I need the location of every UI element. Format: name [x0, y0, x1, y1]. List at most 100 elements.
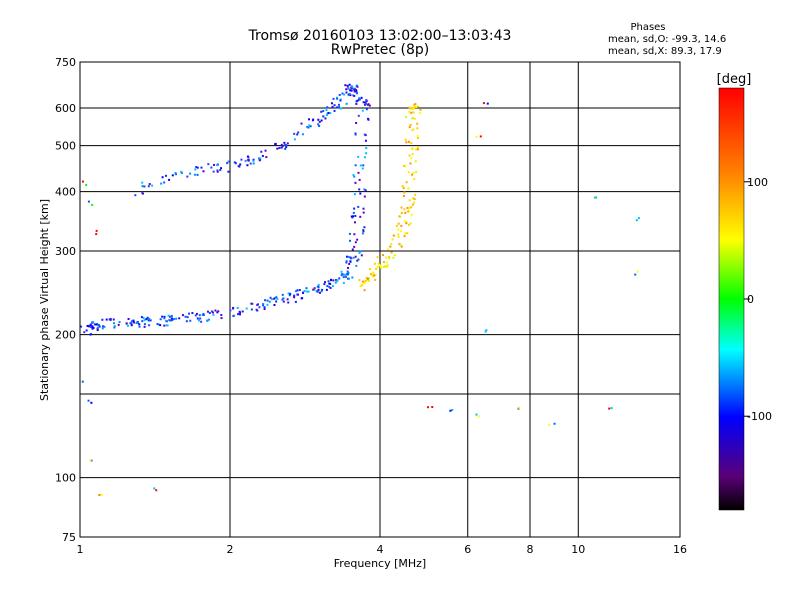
- data-point: [358, 188, 361, 191]
- data-point: [307, 126, 310, 129]
- data-point: [296, 293, 299, 296]
- data-point: [345, 261, 348, 264]
- data-point: [142, 316, 145, 319]
- data-point: [339, 99, 342, 102]
- data-point: [333, 109, 336, 112]
- data-point: [347, 255, 350, 258]
- data-point: [211, 311, 214, 314]
- data-point: [280, 146, 283, 149]
- data-point: [264, 149, 267, 152]
- data-point: [89, 325, 92, 328]
- data-point: [141, 320, 144, 323]
- data-point: [349, 260, 352, 263]
- data-point: [414, 103, 417, 106]
- data-point: [364, 189, 367, 192]
- data-point: [333, 104, 336, 107]
- data-point: [258, 306, 261, 309]
- data-point: [376, 256, 379, 259]
- data-point: [326, 106, 329, 109]
- data-point: [398, 215, 401, 218]
- data-point: [96, 327, 99, 330]
- data-point: [296, 133, 299, 136]
- data-point: [402, 195, 405, 198]
- data-point: [361, 284, 364, 287]
- data-point: [250, 308, 253, 311]
- data-point: [163, 317, 166, 320]
- data-point: [358, 178, 361, 181]
- data-point: [419, 108, 422, 111]
- data-point: [418, 112, 421, 115]
- data-point: [451, 408, 454, 411]
- data-point: [269, 296, 272, 299]
- data-point: [408, 206, 411, 209]
- data-point: [486, 102, 489, 105]
- data-point: [189, 319, 192, 322]
- data-point: [595, 196, 598, 199]
- data-point: [353, 175, 356, 178]
- data-point: [410, 213, 413, 216]
- data-point: [403, 164, 406, 167]
- y-axis-ticks: 75 100 200 300 400 500 600 750: [55, 56, 76, 544]
- data-point: [294, 290, 297, 293]
- data-point: [345, 88, 348, 91]
- data-point: [214, 309, 217, 312]
- data-point: [405, 181, 408, 184]
- data-point: [329, 112, 332, 115]
- data-point: [332, 279, 335, 282]
- data-point: [97, 324, 100, 327]
- x-axis-ticks: 1 2 4 6 8 10 16: [77, 543, 688, 556]
- data-point: [239, 311, 242, 314]
- data-point: [356, 259, 359, 262]
- data-point: [325, 288, 328, 291]
- data-point: [412, 172, 415, 175]
- data-point: [345, 260, 348, 263]
- data-point: [252, 162, 255, 165]
- data-point: [354, 133, 357, 136]
- data-point: [329, 287, 332, 290]
- data-point: [350, 89, 353, 92]
- data-point: [86, 324, 89, 327]
- data-point: [258, 157, 261, 160]
- data-point: [345, 91, 348, 94]
- data-point: [234, 162, 237, 165]
- data-point: [346, 270, 349, 273]
- data-point: [185, 320, 188, 323]
- data-point: [91, 325, 94, 328]
- data-point: [636, 270, 639, 273]
- data-point: [352, 94, 355, 97]
- data-point: [416, 122, 419, 125]
- data-point: [374, 278, 377, 281]
- data-point: [233, 161, 236, 164]
- data-point: [338, 93, 341, 96]
- colorbar-tick-label: 0: [747, 293, 754, 306]
- data-point: [358, 98, 361, 101]
- data-point: [134, 194, 137, 197]
- data-point: [321, 288, 324, 291]
- data-point: [359, 250, 362, 253]
- data-point: [354, 132, 357, 135]
- data-point: [127, 317, 130, 320]
- data-point: [404, 232, 407, 235]
- data-point: [346, 272, 349, 275]
- colorbar-label: [deg]: [717, 72, 752, 87]
- data-point: [147, 185, 150, 188]
- data-point: [354, 255, 357, 258]
- data-point: [413, 198, 416, 201]
- data-point: [155, 489, 158, 492]
- data-point: [90, 333, 93, 336]
- data-point: [327, 280, 330, 283]
- data-point: [175, 173, 178, 176]
- data-point: [345, 273, 348, 276]
- data-point: [159, 324, 162, 327]
- data-point: [411, 173, 414, 176]
- data-point: [389, 245, 392, 248]
- data-point: [173, 318, 176, 321]
- data-point: [367, 279, 370, 282]
- data-point: [382, 261, 385, 264]
- data-point: [358, 279, 361, 282]
- data-point: [403, 235, 406, 238]
- data-point: [145, 318, 148, 321]
- data-point: [348, 83, 351, 86]
- data-point: [346, 255, 349, 258]
